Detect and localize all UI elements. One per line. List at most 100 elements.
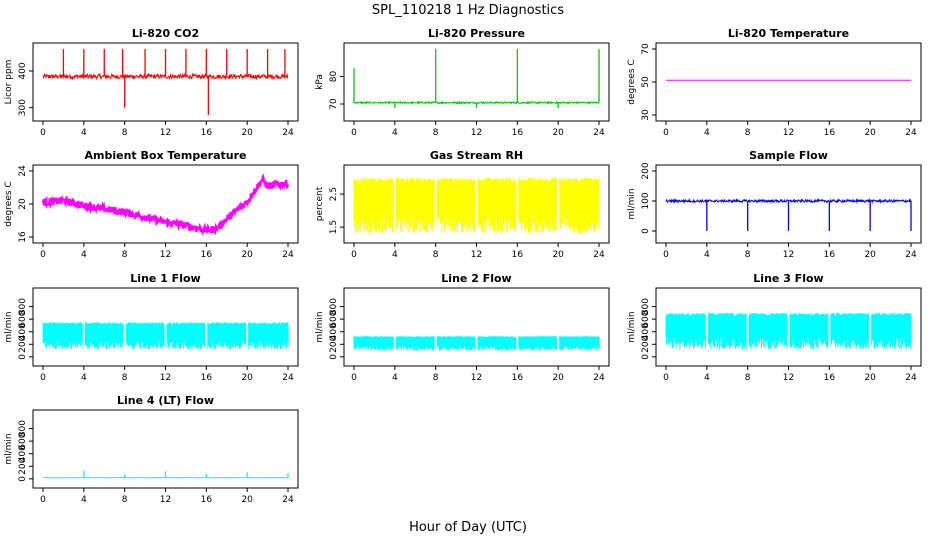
panel-title: Ambient Box Temperature	[85, 149, 247, 162]
x-tick-label: 12	[160, 128, 171, 138]
x-tick-label: 16	[824, 373, 836, 383]
panel-9: Line 3 Flow ml/min 0 4 8 12 16 20 24 0 20040060080…	[627, 272, 922, 383]
x-tick-label: 20	[552, 128, 564, 138]
x-tick-label: 24	[282, 128, 294, 138]
y-tick-label: 50	[641, 76, 651, 88]
y-axis: 30 50 70	[641, 43, 656, 121]
plot-frame	[343, 287, 610, 367]
series-gap	[434, 335, 437, 352]
x-tick-label: 0	[351, 373, 357, 383]
figure-x-label: Hour of Day (UTC)	[409, 520, 527, 535]
y-tick-label: 400	[18, 62, 28, 79]
y-tick-label: 30	[641, 109, 651, 121]
series-gap	[82, 321, 85, 351]
x-tick-label: 24	[905, 373, 917, 383]
y-axis-label: Licor ppm	[4, 60, 14, 105]
y-tick-label: 1.5	[329, 220, 339, 234]
y-axis-label: ml/min	[4, 311, 14, 342]
y-tick-label: 16	[18, 231, 28, 243]
x-tick-label: 24	[593, 128, 605, 138]
x-tick-label: 24	[282, 373, 294, 383]
x-tick-label: 12	[471, 373, 482, 383]
y-axis-label: ml/min	[4, 433, 14, 464]
x-tick-label: 12	[783, 128, 794, 138]
series-gap	[205, 321, 208, 351]
x-tick-label: 0	[351, 250, 357, 260]
y-tick-label: 400	[18, 323, 28, 340]
y-tick-label: 400	[18, 445, 28, 462]
x-tick-label: 16	[512, 373, 524, 383]
y-tick-label: 2.5	[329, 187, 339, 201]
x-tick-label: 24	[593, 250, 605, 260]
panel-title: Gas Stream RH	[430, 149, 523, 162]
x-axis: 0 4 8 12 16 20 24	[663, 243, 917, 260]
panel-title: Line 3 Flow	[753, 272, 823, 285]
x-tick-label: 4	[704, 128, 710, 138]
panel-title: Line 1 Flow	[130, 272, 200, 285]
y-tick-label: 400	[329, 323, 339, 340]
y-tick-label: 800	[329, 298, 339, 315]
panel-title: Li-820 Pressure	[428, 27, 525, 40]
x-tick-label: 12	[160, 250, 171, 260]
x-tick-label: 8	[745, 373, 751, 383]
y-axis-label: ml/min	[315, 311, 325, 342]
y-tick-label: 400	[641, 323, 651, 340]
x-tick-label: 24	[282, 495, 294, 505]
series-gap	[705, 311, 708, 351]
series-gap	[475, 176, 478, 235]
y-axis: 0 100 200	[641, 162, 656, 234]
x-tick-label: 4	[81, 250, 87, 260]
x-tick-label: 4	[392, 250, 398, 260]
panel-1: Li-820 CO2 Licor ppm 0 4 8 12 16 20 24 300 400	[4, 27, 299, 138]
x-tick-label: 20	[241, 373, 253, 383]
x-axis: 0 4 8 12 16 20 24	[351, 121, 605, 138]
series-line	[41, 173, 290, 236]
x-tick-label: 20	[864, 373, 876, 383]
x-tick-label: 16	[824, 128, 836, 138]
x-tick-label: 8	[122, 373, 128, 383]
plot-frame	[343, 42, 610, 122]
panel-4: Ambient Box Temperature degrees C 0 4 8 12 16 2…	[4, 149, 299, 260]
y-axis-label: ml/min	[627, 188, 637, 219]
x-tick-label: 20	[241, 250, 253, 260]
x-tick-label: 16	[512, 128, 524, 138]
x-tick-label: 0	[40, 250, 46, 260]
x-tick-label: 8	[122, 250, 128, 260]
x-tick-label: 24	[905, 250, 917, 260]
x-tick-label: 20	[241, 495, 253, 505]
x-tick-label: 12	[783, 250, 794, 260]
x-tick-label: 20	[864, 250, 876, 260]
x-tick-label: 4	[704, 373, 710, 383]
y-tick-label: 0	[329, 354, 339, 360]
x-tick-label: 16	[201, 128, 213, 138]
x-tick-label: 12	[160, 495, 171, 505]
x-tick-label: 12	[160, 373, 171, 383]
x-tick-label: 4	[81, 495, 87, 505]
series-gap	[246, 321, 249, 351]
series-gap	[164, 321, 167, 351]
x-tick-label: 24	[282, 250, 294, 260]
y-axis: 300 400	[18, 62, 33, 116]
series-line	[665, 197, 912, 205]
y-axis-label: degrees C	[4, 181, 14, 226]
panel-7: Line 1 Flow ml/min 0 4 8 12 16 20 24 0 20040060080…	[4, 272, 299, 383]
x-tick-label: 4	[392, 128, 398, 138]
x-tick-label: 8	[433, 128, 439, 138]
x-tick-label: 20	[552, 250, 564, 260]
y-axis: 70 80	[329, 71, 344, 110]
y-tick-label: 600	[18, 432, 28, 449]
x-tick-label: 8	[433, 250, 439, 260]
x-tick-label: 16	[512, 250, 524, 260]
y-tick-label: 0	[641, 228, 651, 234]
y-tick-label: 200	[641, 162, 651, 179]
y-tick-label: 800	[641, 298, 651, 315]
panel-title: Li-820 CO2	[132, 27, 199, 40]
panel-10: Line 4 (LT) Flow ml/min 0 4 8 12 16 20 24 0 200400…	[4, 394, 299, 505]
x-axis: 0 4 8 12 16 20 24	[40, 121, 294, 138]
x-tick-label: 8	[122, 128, 128, 138]
y-axis-label: percent	[315, 186, 325, 221]
x-tick-label: 16	[201, 250, 213, 260]
